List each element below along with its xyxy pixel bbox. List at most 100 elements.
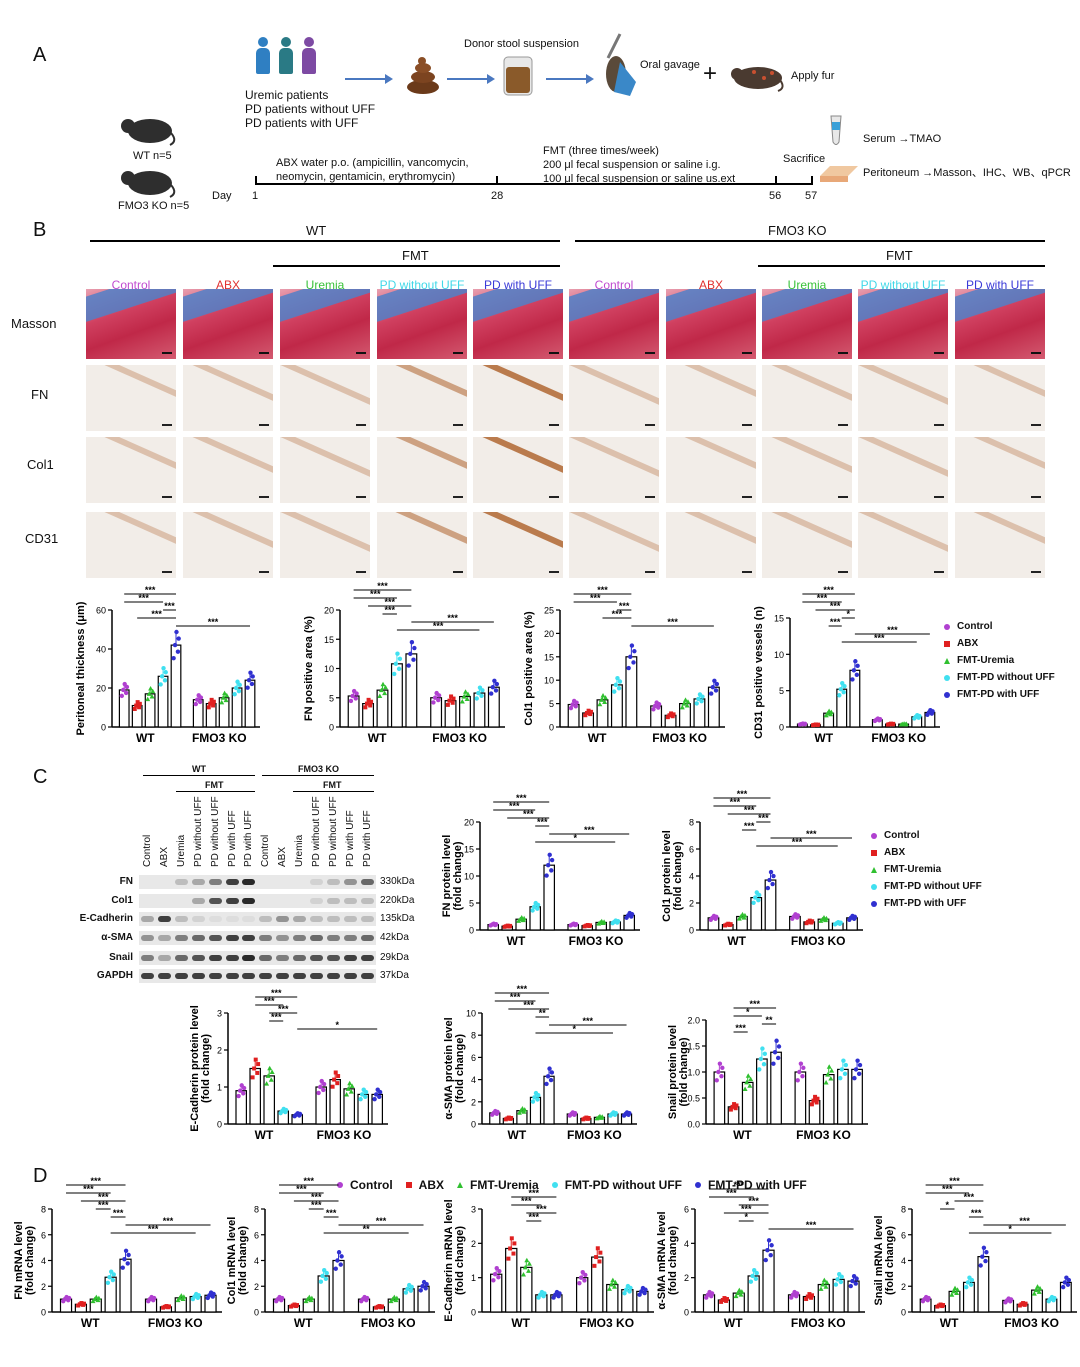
data-point (224, 692, 230, 698)
data-point (506, 1256, 511, 1261)
y-axis-label: Snail protein level (667, 1025, 679, 1119)
wb-band (208, 879, 222, 885)
data-point (512, 1241, 517, 1246)
legend-label: FMT-Uremia (957, 655, 1015, 666)
significance-label: *** (830, 601, 841, 611)
data-point (851, 1273, 857, 1279)
data-point (711, 913, 717, 919)
data-point (335, 1081, 340, 1086)
y-tick-label: 25 (544, 606, 554, 616)
fmt-line: 200 μl fecal suspension or saline i.g. (543, 159, 721, 171)
ihc-stain-image (280, 365, 370, 431)
y-tick-label: 4 (41, 1256, 46, 1266)
data-point (451, 696, 456, 701)
wb-band (174, 973, 188, 979)
data-point (509, 1236, 514, 1241)
data-point (409, 639, 415, 645)
y-tick-label: 10 (774, 650, 784, 660)
data-point (765, 885, 771, 891)
y-tick-label: 20 (464, 818, 474, 828)
data-point (363, 705, 368, 710)
y-axis-label: α-SMA mRNA level (656, 1211, 668, 1309)
data-point (348, 698, 354, 704)
data-point (476, 690, 481, 696)
data-point (549, 857, 555, 863)
y-tick-label: 0 (329, 723, 334, 733)
data-point (836, 919, 841, 925)
data-point (798, 1061, 804, 1066)
ihc-stain-image (473, 437, 563, 503)
data-point (810, 919, 815, 924)
data-point (595, 1246, 600, 1251)
y-tick-label: 20 (324, 606, 334, 616)
wb-band (326, 955, 340, 961)
data-point (757, 1067, 762, 1072)
wb-wt-header: WT (192, 764, 206, 774)
wb-molecular-weight: 330kDa (380, 876, 415, 887)
scale-bar (742, 496, 752, 498)
data-point (1064, 1275, 1069, 1280)
legend-marker-icon (944, 691, 950, 698)
y-axis-label: (fold change) (454, 1226, 466, 1295)
scale-bar (838, 424, 848, 426)
data-point (344, 1091, 350, 1097)
data-point (267, 1065, 273, 1071)
data-point (377, 693, 383, 699)
data-point (763, 1257, 768, 1263)
wb-band (343, 879, 357, 885)
data-point (949, 1292, 955, 1297)
data-point (824, 1279, 830, 1285)
data-point (853, 1281, 858, 1286)
y-tick-label: 2 (41, 1282, 46, 1292)
data-point (857, 1062, 863, 1068)
data-point (193, 701, 199, 707)
scale-bar (1031, 352, 1041, 354)
fmt-description: FMT (three times/week) 200 μl fecal susp… (543, 144, 735, 186)
legend-entry: Control (336, 1177, 393, 1193)
data-point (809, 1293, 814, 1298)
scale-bar (838, 571, 848, 573)
data-point (321, 1087, 326, 1093)
data-point (720, 1065, 725, 1071)
wb-band-row (139, 969, 376, 983)
data-point (823, 1080, 829, 1085)
data-point (196, 693, 201, 698)
data-point (338, 1262, 343, 1267)
scale-bar (356, 424, 366, 426)
data-point (445, 702, 450, 707)
data-point (549, 1070, 555, 1075)
data-point (815, 1096, 820, 1101)
data-point (382, 684, 388, 690)
legend-c: Control ABX FMT-Uremia FMT-PD without UFF FM… (870, 827, 982, 912)
x-category-label: FMO3 KO (791, 1316, 846, 1330)
legend-label: Control (957, 621, 993, 632)
significance-label: *** (311, 1200, 322, 1210)
y-axis-label: CD31 positive vessels (n) (753, 606, 765, 739)
data-point (145, 696, 151, 702)
data-point (613, 682, 619, 688)
data-point (449, 694, 454, 699)
y-tick-label: 8 (471, 1031, 476, 1041)
wt-group-label: WT n=5 (133, 150, 172, 162)
data-point (351, 688, 357, 694)
scale-bar (934, 496, 944, 498)
wb-band (343, 916, 357, 922)
apply-fur-label: Apply fur (791, 70, 835, 82)
gavage-mouse-icon (606, 33, 636, 96)
data-point (760, 1046, 765, 1051)
data-point (612, 1279, 618, 1285)
data-point (222, 690, 228, 696)
fmt-line: 100 μl fecal suspension or saline us.ext (543, 173, 736, 185)
fur-mouse-icon (731, 67, 784, 92)
data-point (627, 1289, 632, 1294)
data-point (519, 914, 525, 920)
y-tick-label: 6 (901, 1230, 906, 1240)
masson-stain-image (858, 289, 948, 359)
data-point (752, 895, 758, 900)
significance-label: *** (971, 1208, 982, 1218)
y-axis-label: (fold change) (237, 1226, 249, 1295)
scale-bar (549, 352, 559, 354)
ihc-stain-image (666, 437, 756, 503)
data-point (175, 649, 181, 654)
